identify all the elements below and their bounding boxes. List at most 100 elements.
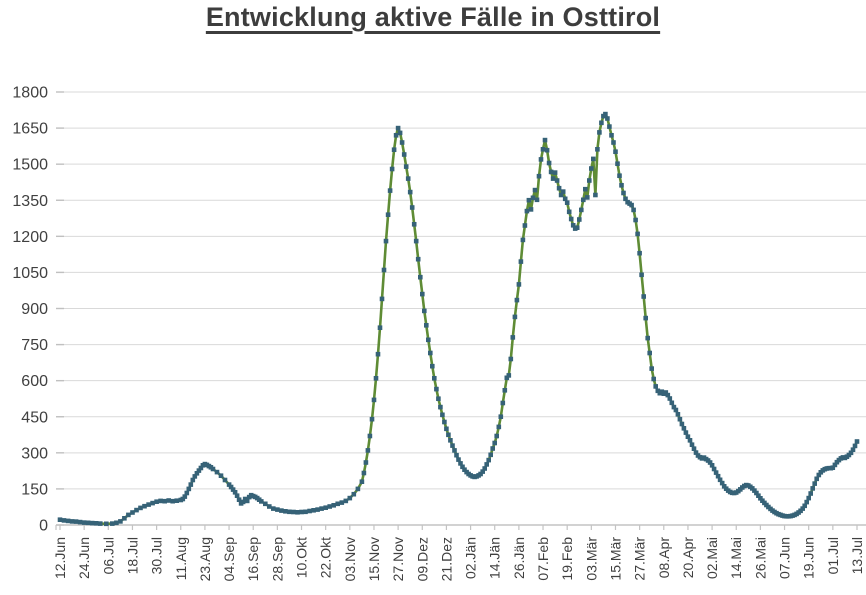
- data-point-marker: [607, 124, 612, 129]
- data-point-marker: [510, 335, 516, 340]
- data-point-marker: [236, 497, 242, 502]
- data-point-marker: [218, 473, 224, 478]
- data-point-marker: [589, 166, 594, 171]
- data-point-marker: [226, 482, 232, 487]
- series-markers: [57, 111, 860, 527]
- data-point-marker: [418, 274, 423, 280]
- y-tick-label: 0: [39, 518, 48, 535]
- data-point-marker: [420, 291, 425, 297]
- data-point-marker: [852, 443, 858, 449]
- data-point-marker: [800, 506, 805, 511]
- data-point-marker: [544, 147, 550, 153]
- x-tick-label: 01.Jul: [825, 537, 841, 574]
- data-point-marker: [619, 183, 624, 188]
- data-point-marker: [542, 137, 548, 143]
- data-point-marker: [548, 169, 554, 175]
- data-point-marker: [663, 390, 669, 395]
- data-point-marker: [162, 498, 167, 504]
- data-point-marker: [319, 506, 324, 511]
- x-tick-label: 27.Nov: [390, 537, 406, 581]
- data-point-marker: [399, 140, 405, 145]
- x-tick-label: 14.Mai: [728, 537, 744, 579]
- data-point-marker: [339, 500, 345, 505]
- data-point-marker: [69, 519, 75, 524]
- data-point-marker: [810, 486, 815, 491]
- data-point-marker: [637, 250, 642, 256]
- data-point-marker: [186, 486, 192, 492]
- y-tick-label: 1200: [12, 229, 48, 246]
- data-point-marker: [426, 337, 431, 343]
- data-point-marker: [194, 471, 200, 476]
- data-point-marker: [448, 438, 453, 443]
- data-point-marker: [605, 116, 610, 121]
- x-tick-label: 16.Sep: [245, 537, 261, 582]
- data-point-marker: [643, 315, 648, 321]
- data-point-marker: [615, 161, 620, 166]
- data-point-marker: [271, 506, 276, 511]
- data-point-marker: [558, 192, 564, 198]
- data-point-marker: [554, 178, 560, 183]
- data-point-marker: [307, 508, 312, 514]
- data-point-marker: [597, 130, 602, 135]
- data-point-marker: [434, 386, 439, 392]
- data-point-marker: [556, 185, 562, 191]
- x-tick-label: 11.Aug: [173, 537, 189, 580]
- y-tick-label: 1350: [12, 193, 48, 210]
- data-point-marker: [671, 404, 677, 410]
- x-tick-label: 22.Okt: [318, 537, 334, 578]
- data-point-marker: [603, 111, 608, 117]
- y-tick-label: 1800: [12, 85, 48, 102]
- data-point-marker: [343, 498, 349, 504]
- data-point-marker: [758, 496, 763, 501]
- data-point-marker: [830, 465, 836, 470]
- x-tick-label: 23.Aug: [197, 537, 213, 581]
- data-point-marker: [240, 499, 246, 505]
- data-point-marker: [98, 521, 103, 526]
- data-point-marker: [639, 272, 644, 278]
- data-point-marker: [190, 477, 196, 483]
- data-point-marker: [122, 516, 127, 521]
- y-gridlines: [56, 91, 866, 490]
- data-point-marker: [583, 186, 588, 192]
- data-point-marker: [508, 356, 514, 362]
- data-point-marker: [73, 519, 79, 524]
- data-point-marker: [617, 173, 622, 178]
- data-point-marker: [570, 223, 576, 228]
- data-point-marker: [432, 376, 437, 381]
- data-point-marker: [146, 502, 151, 507]
- data-point-marker: [335, 501, 340, 507]
- data-point-marker: [188, 482, 194, 487]
- data-point-marker: [524, 208, 530, 214]
- data-point-marker: [685, 434, 691, 439]
- data-point-marker: [655, 388, 661, 394]
- y-tick-label: 600: [21, 373, 48, 390]
- data-point-marker: [174, 498, 179, 503]
- data-point-marker: [504, 375, 510, 381]
- data-point-marker: [681, 426, 687, 431]
- data-point-marker: [514, 297, 520, 303]
- data-point-marker: [442, 419, 447, 425]
- data-point-marker: [713, 470, 719, 475]
- data-point-marker: [754, 490, 759, 496]
- y-tick-label: 300: [21, 445, 48, 462]
- y-tick-label: 750: [21, 337, 48, 354]
- data-point-marker: [154, 499, 159, 504]
- data-point-marker: [752, 488, 757, 493]
- data-point-marker: [486, 457, 491, 463]
- data-point-marker: [683, 430, 689, 435]
- data-point-marker: [498, 414, 504, 419]
- data-point-marker: [287, 509, 292, 515]
- data-point-marker: [484, 462, 489, 467]
- data-point-marker: [460, 464, 465, 470]
- data-point-marker: [150, 500, 155, 506]
- data-point-marker: [130, 510, 135, 515]
- data-point-marker: [577, 217, 582, 222]
- data-point-marker: [359, 479, 365, 484]
- chart-title: Entwicklung aktive Fälle in Osttirol: [0, 2, 866, 33]
- data-point-marker: [303, 509, 308, 515]
- data-point-marker: [647, 350, 652, 356]
- data-point-marker: [691, 446, 697, 451]
- data-point-marker: [536, 173, 542, 179]
- x-tick-label: 04.Sep: [221, 537, 237, 582]
